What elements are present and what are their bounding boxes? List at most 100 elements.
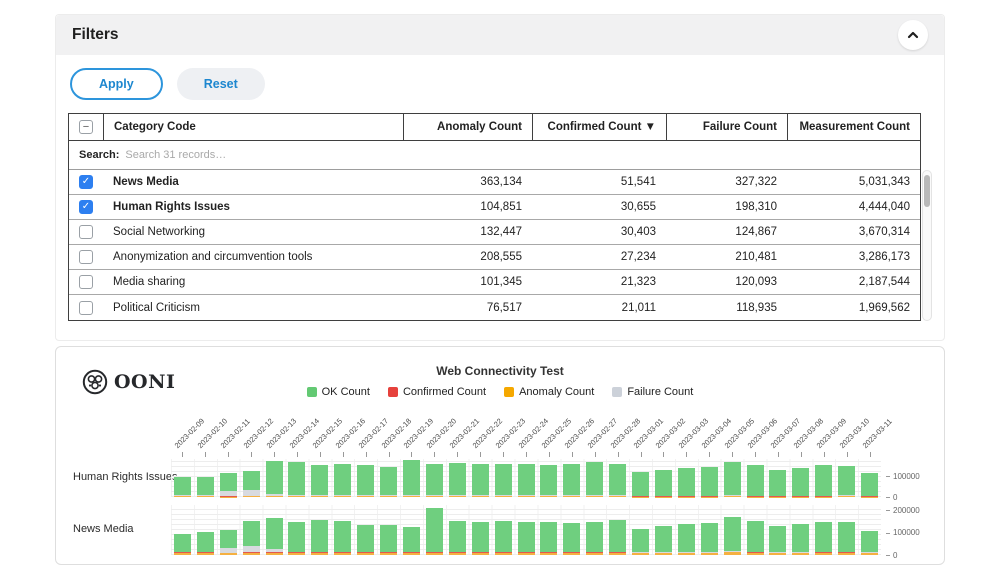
x-axis-tick — [548, 452, 550, 457]
stacked-bar[interactable] — [815, 464, 833, 497]
stacked-bar[interactable] — [402, 526, 420, 555]
chart-row-plot — [171, 505, 881, 555]
stacked-bar[interactable] — [723, 517, 741, 555]
measurement-count-value: 2,187,544 — [858, 276, 910, 288]
reset-button[interactable]: Reset — [176, 68, 265, 100]
stacked-bar[interactable] — [288, 462, 306, 497]
stacked-bar[interactable] — [357, 524, 375, 555]
stacked-bar[interactable] — [792, 468, 810, 497]
legend-item[interactable]: Failure Count — [612, 386, 693, 398]
row-checkbox[interactable] — [79, 275, 93, 289]
stacked-bar[interactable] — [723, 462, 741, 497]
stacked-bar[interactable] — [380, 524, 398, 555]
stacked-bar[interactable] — [173, 533, 191, 555]
legend-item[interactable]: Anomaly Count — [504, 386, 594, 398]
category-label[interactable]: Social Networking — [113, 226, 206, 238]
stacked-bar[interactable] — [609, 463, 627, 497]
stacked-bar[interactable] — [334, 463, 352, 497]
stacked-bar[interactable] — [654, 470, 672, 497]
row-checkbox[interactable] — [79, 250, 93, 264]
stacked-bar[interactable] — [815, 521, 833, 555]
search-input[interactable] — [125, 149, 426, 161]
stacked-bar[interactable] — [792, 524, 810, 555]
stacked-bar[interactable] — [334, 520, 352, 555]
stacked-bar[interactable] — [196, 532, 214, 555]
column-header-confirmed-count[interactable]: Confirmed Count ▼ — [532, 114, 666, 140]
stacked-bar[interactable] — [242, 521, 260, 555]
stacked-bar[interactable] — [471, 463, 489, 497]
stacked-bar[interactable] — [219, 529, 237, 555]
stacked-bar[interactable] — [265, 518, 283, 555]
stacked-bar[interactable] — [219, 473, 237, 497]
collapse-panel-button[interactable] — [898, 20, 928, 50]
stacked-bar[interactable] — [838, 522, 856, 555]
stacked-bar[interactable] — [517, 522, 535, 555]
bar-segment — [677, 552, 695, 554]
stacked-bar[interactable] — [288, 522, 306, 555]
stacked-bar[interactable] — [540, 522, 558, 555]
stacked-bar[interactable] — [517, 464, 535, 497]
bar-segment — [494, 495, 512, 496]
column-header-anomaly-count[interactable]: Anomaly Count — [403, 114, 532, 140]
stacked-bar[interactable] — [700, 467, 718, 497]
row-checkbox[interactable] — [79, 300, 93, 315]
stacked-bar[interactable] — [357, 464, 375, 497]
stacked-bar[interactable] — [769, 469, 787, 497]
row-checkbox[interactable]: ✓ — [79, 200, 93, 214]
stacked-bar[interactable] — [448, 463, 466, 497]
stacked-bar[interactable] — [861, 472, 879, 497]
stacked-bar[interactable] — [494, 520, 512, 555]
stacked-bar[interactable] — [861, 531, 879, 555]
stacked-bar[interactable] — [540, 464, 558, 497]
row-checkbox[interactable] — [79, 225, 93, 239]
stacked-bar[interactable] — [471, 522, 489, 555]
bar-segment — [380, 524, 398, 552]
stacked-bar[interactable] — [586, 521, 604, 555]
select-all-checkbox[interactable]: − — [79, 120, 93, 134]
stacked-bar[interactable] — [746, 465, 764, 497]
stacked-bar[interactable] — [402, 460, 420, 497]
legend-item[interactable]: OK Count — [306, 386, 370, 398]
legend-item[interactable]: Confirmed Count — [387, 386, 486, 398]
category-label[interactable]: Human Rights Issues — [113, 201, 230, 213]
category-label[interactable]: Media sharing — [113, 276, 186, 288]
stacked-bar[interactable] — [425, 464, 443, 497]
stacked-bar[interactable] — [494, 464, 512, 497]
bar-segment — [700, 467, 718, 496]
stacked-bar[interactable] — [563, 463, 581, 497]
stacked-bar[interactable] — [746, 520, 764, 555]
stacked-bar[interactable] — [632, 472, 650, 497]
stacked-bar[interactable] — [242, 471, 260, 497]
stacked-bar[interactable] — [196, 476, 214, 497]
stacked-bar[interactable] — [265, 460, 283, 497]
stacked-bar[interactable] — [609, 520, 627, 555]
stacked-bar[interactable] — [311, 464, 329, 497]
stacked-bar[interactable] — [677, 468, 695, 497]
table-scrollbar-thumb[interactable] — [924, 175, 930, 207]
stacked-bar[interactable] — [448, 520, 466, 555]
bar-segment — [402, 526, 420, 552]
column-header-category-code[interactable]: Category Code — [103, 114, 403, 140]
y-axis-tick-label: 0 — [886, 551, 897, 560]
row-checkbox[interactable]: ✓ — [79, 175, 93, 189]
stacked-bar[interactable] — [632, 529, 650, 555]
stacked-bar[interactable] — [380, 466, 398, 497]
stacked-bar[interactable] — [586, 462, 604, 497]
stacked-bar[interactable] — [677, 523, 695, 555]
stacked-bar[interactable] — [769, 525, 787, 555]
category-label[interactable]: Political Criticism — [113, 301, 200, 314]
stacked-bar[interactable] — [425, 507, 443, 555]
category-label[interactable]: News Media — [113, 176, 179, 188]
stacked-bar[interactable] — [563, 523, 581, 555]
column-header-failure-count[interactable]: Failure Count — [666, 114, 787, 140]
category-label[interactable]: Anonymization and circumvention tools — [113, 251, 313, 263]
stacked-bar[interactable] — [838, 465, 856, 497]
stacked-bar[interactable] — [311, 519, 329, 555]
apply-button[interactable]: Apply — [70, 68, 163, 100]
stacked-bar[interactable] — [654, 525, 672, 555]
column-header-measurement-count[interactable]: Measurement Count — [787, 114, 920, 140]
table-scrollbar[interactable] — [922, 170, 932, 321]
stacked-bar[interactable] — [700, 523, 718, 555]
chart-panel: OONI Web Connectivity Test OK Count Confi… — [55, 346, 945, 565]
stacked-bar[interactable] — [173, 477, 191, 497]
